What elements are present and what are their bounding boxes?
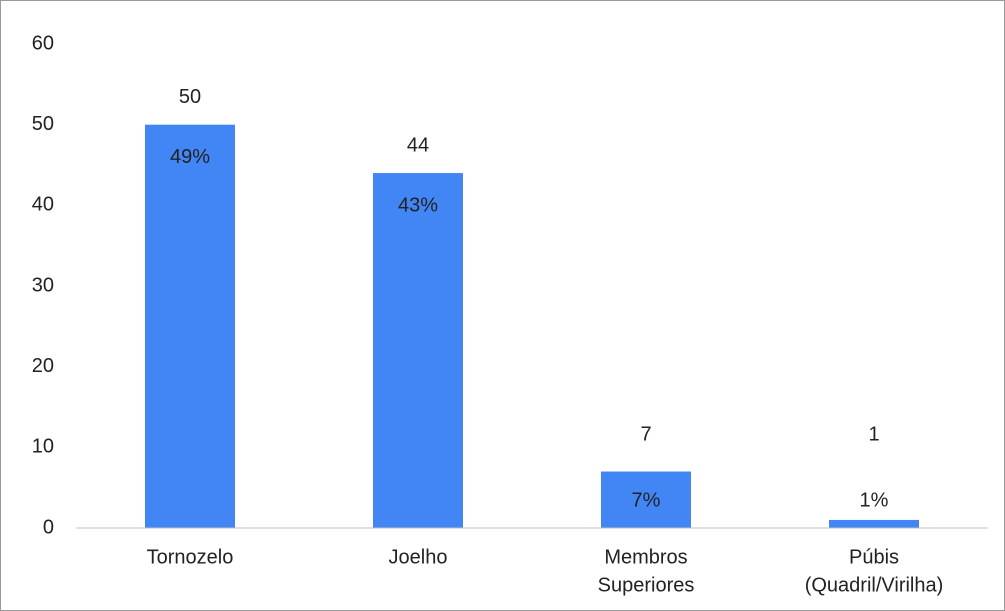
bar: [601, 471, 691, 528]
x-tick-label: Joelho: [389, 546, 448, 568]
share-label: 7%: [632, 489, 661, 511]
share-label: 49%: [170, 146, 210, 168]
value-label: 44: [407, 134, 429, 156]
y-tick-label: 30: [32, 274, 54, 296]
y-tick-label: 50: [32, 113, 54, 135]
y-tick-label: 40: [32, 194, 54, 216]
x-tick-label: Superiores: [598, 574, 695, 596]
value-label: 7: [640, 423, 651, 445]
bar: [145, 124, 235, 529]
x-tick-label: (Quadril/Virilha): [805, 574, 944, 596]
value-label: 50: [179, 86, 201, 108]
x-tick-label: Tornozelo: [147, 546, 234, 568]
y-tick-label: 0: [43, 516, 54, 538]
share-label: 1%: [860, 489, 889, 511]
y-tick-label: 60: [32, 32, 54, 54]
bar: [373, 173, 463, 529]
share-label: 43%: [398, 194, 438, 216]
bar: [829, 519, 919, 528]
y-tick-label: 20: [32, 355, 54, 377]
x-tick-label: Púbis: [849, 546, 899, 568]
y-tick-label: 10: [32, 436, 54, 458]
value-label: 1: [868, 423, 879, 445]
x-tick-label: Membros: [604, 546, 687, 568]
